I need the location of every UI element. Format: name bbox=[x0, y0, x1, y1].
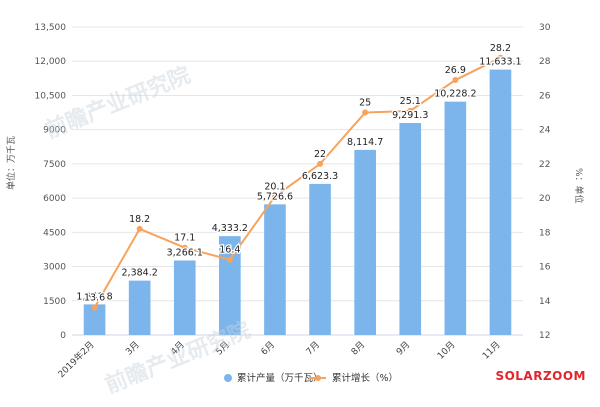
growth-point bbox=[317, 160, 324, 167]
right-tick-label: 24 bbox=[539, 126, 551, 136]
bar-data-label: 2,384.2 bbox=[122, 268, 158, 279]
growth-point bbox=[136, 225, 143, 232]
bar-data-label: 3,266.1 bbox=[167, 247, 203, 258]
left-tick-label: 9000 bbox=[43, 126, 66, 136]
x-tick-label: 9月 bbox=[394, 339, 412, 357]
legend-line-marker bbox=[315, 375, 321, 381]
bar bbox=[354, 149, 376, 335]
bar bbox=[399, 123, 422, 335]
growth-point bbox=[226, 256, 233, 263]
bar bbox=[489, 69, 512, 335]
line-data-label: 17.1 bbox=[174, 233, 195, 244]
bar-data-label: 9,291.3 bbox=[392, 110, 428, 121]
right-tick-label: 14 bbox=[539, 297, 551, 307]
right-tick-label: 18 bbox=[539, 228, 551, 238]
line-data-label: 22 bbox=[314, 149, 326, 160]
line-data-label: 20.1 bbox=[264, 181, 285, 192]
right-tick-label: 20 bbox=[539, 194, 551, 204]
bar-data-label: 6,623.3 bbox=[302, 171, 338, 182]
left-tick-label: 12,000 bbox=[35, 57, 67, 67]
bar bbox=[264, 204, 286, 335]
legend-bar-swatch bbox=[224, 374, 232, 382]
x-tick-label: 10月 bbox=[435, 339, 457, 361]
x-tick-label: 3月 bbox=[124, 339, 142, 357]
brand-logo: SOLARZOOM bbox=[495, 369, 586, 383]
line-data-label: 28.2 bbox=[490, 43, 511, 54]
line-data-label: 25 bbox=[359, 98, 371, 109]
bar bbox=[128, 280, 151, 335]
right-tick-label: 26 bbox=[539, 91, 551, 101]
line-data-label: 16.4 bbox=[219, 245, 240, 256]
bar bbox=[444, 101, 467, 335]
line-data-label: 18.2 bbox=[129, 214, 150, 225]
growth-point bbox=[181, 244, 188, 251]
legend-line-label: 累计增长（%） bbox=[332, 372, 398, 384]
bar bbox=[173, 260, 196, 335]
line-data-label: 13.6 bbox=[84, 293, 105, 304]
line-data-label: 26.9 bbox=[445, 65, 466, 76]
growth-point bbox=[452, 77, 459, 84]
growth-point bbox=[271, 193, 278, 200]
left-tick-label: 1500 bbox=[43, 297, 66, 307]
x-tick-label: 6月 bbox=[259, 339, 277, 357]
bar-data-label: 4,333.2 bbox=[212, 223, 248, 234]
growth-line bbox=[93, 56, 501, 309]
x-tick-label: 4月 bbox=[169, 339, 187, 357]
left-tick-label: 4500 bbox=[43, 228, 66, 238]
growth-point bbox=[407, 107, 414, 114]
growth-point bbox=[497, 54, 504, 61]
bar bbox=[309, 183, 331, 335]
right-tick-label: 16 bbox=[539, 263, 551, 273]
right-tick-label: 28 bbox=[539, 57, 551, 67]
bar bbox=[83, 304, 106, 335]
left-tick-label: 0 bbox=[60, 331, 66, 341]
bar-data-label: 8,114.7 bbox=[347, 137, 383, 148]
left-tick-label: 6000 bbox=[43, 194, 66, 204]
x-tick-label: 2019年2月 bbox=[55, 339, 96, 380]
x-tick-label: 11月 bbox=[480, 339, 502, 361]
right-tick-label: 30 bbox=[539, 23, 551, 33]
bar-data-label: 1,341.8 bbox=[76, 291, 112, 302]
growth-point bbox=[362, 109, 369, 116]
right-axis-title: %：单位 bbox=[573, 168, 583, 204]
left-tick-label: 3000 bbox=[43, 263, 66, 273]
x-tick-label: 8月 bbox=[349, 339, 367, 357]
right-tick-label: 22 bbox=[539, 160, 550, 170]
x-tick-label: 7月 bbox=[304, 339, 322, 357]
line-data-label: 25.1 bbox=[400, 96, 421, 107]
left-axis-title: 单位：万千瓦 bbox=[7, 135, 17, 190]
left-tick-label: 7500 bbox=[43, 160, 66, 170]
bar bbox=[219, 236, 241, 335]
left-tick-label: 13,500 bbox=[35, 23, 67, 33]
bar-data-label: 10,228.2 bbox=[434, 89, 476, 100]
growth-point bbox=[91, 304, 98, 311]
x-tick-label: 5月 bbox=[214, 339, 232, 357]
right-tick-label: 12 bbox=[539, 331, 550, 341]
bar-data-label: 11,633.1 bbox=[479, 57, 521, 68]
legend-bar-label: 累计产量（万千瓦） bbox=[237, 372, 323, 384]
bar-data-label: 5,726.6 bbox=[257, 191, 293, 202]
left-tick-label: 10,500 bbox=[35, 91, 67, 101]
